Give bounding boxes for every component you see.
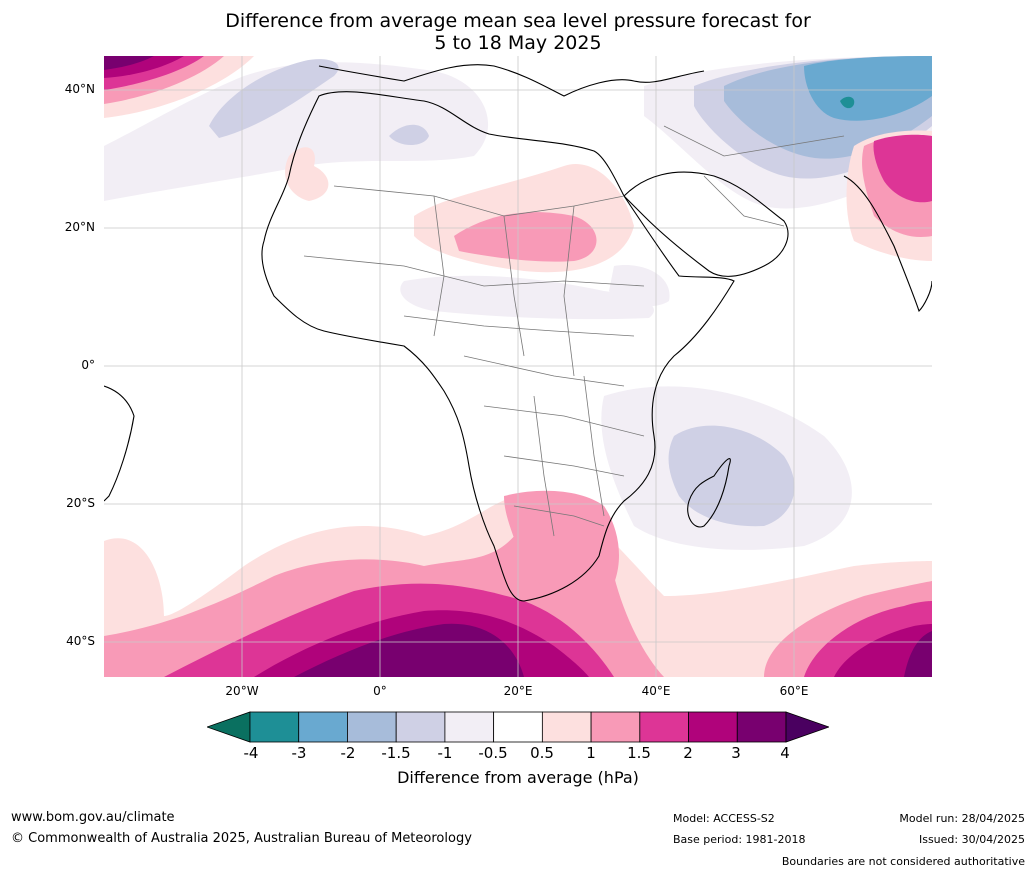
colorbar-tick: 1.5 xyxy=(627,744,651,762)
colorbar-tick: -0.5 xyxy=(478,744,508,762)
anomaly-nw-africa-pink xyxy=(285,147,329,201)
lat-label-20s: 20°S xyxy=(66,496,95,510)
map-canvas xyxy=(104,56,932,677)
europe-coastline xyxy=(318,64,705,97)
lon-label-20e: 20°E xyxy=(503,684,533,698)
lat-label-20n: 20°N xyxy=(64,220,95,234)
footer-copyright: © Commonwealth of Australia 2025, Austra… xyxy=(11,831,472,846)
lon-label-60e: 60°E xyxy=(779,684,809,698)
anomaly-south-purple xyxy=(294,623,524,677)
footer-issued: Issued: 30/04/2025 xyxy=(918,833,1025,846)
anomaly-sahara-pink xyxy=(454,212,597,262)
colorbar-segment xyxy=(590,711,641,743)
colorbar-segment xyxy=(249,711,300,743)
colorbar-tick: 4 xyxy=(780,744,790,762)
colorbar-label: Difference from average (hPa) xyxy=(397,768,639,787)
lat-label-40s: 40°S xyxy=(66,634,95,648)
map-title: Difference from average mean sea level p… xyxy=(104,10,932,54)
country-borders xyxy=(303,125,845,537)
anomaly-mideast-teal xyxy=(840,96,855,109)
pressure-anomaly-map xyxy=(104,56,932,677)
colorbar-segment xyxy=(444,711,495,743)
colorbar-segment xyxy=(688,711,738,743)
colorbar-tick: -1.5 xyxy=(381,744,411,762)
graticule xyxy=(104,56,932,677)
colorbar-segments xyxy=(249,711,787,743)
colorbar-tick: 2 xyxy=(683,744,693,762)
colorbar-segment xyxy=(541,711,592,743)
anomaly-south-africa-pink xyxy=(504,490,619,601)
colorbar-tick: -1 xyxy=(437,744,453,762)
lon-label-20w: 20°W xyxy=(225,684,259,698)
anomaly-mideast-blue xyxy=(804,56,932,121)
anomaly-south-purple-east xyxy=(904,631,932,677)
colorbar-segment xyxy=(298,711,348,743)
lon-label-0: 0° xyxy=(373,684,387,698)
colorbar-under-arrow xyxy=(205,711,251,743)
anomaly-nw-purple xyxy=(104,56,154,70)
anomaly-med-light-blue xyxy=(389,124,429,145)
colorbar-segment xyxy=(395,711,446,743)
colorbar-segment xyxy=(639,711,689,743)
lat-label-40n: 40°N xyxy=(64,82,95,96)
footer-model: Model: ACCESS-S2 xyxy=(673,812,775,825)
madagascar-coastline xyxy=(687,458,731,528)
colorbar-tick: 1 xyxy=(586,744,596,762)
footer-website: www.bom.gov.au/climate xyxy=(11,810,175,825)
anomaly-india-magenta xyxy=(873,134,932,203)
colorbar xyxy=(205,711,831,743)
colorbar-tick: 0.5 xyxy=(530,744,554,762)
colorbar-tick: -3 xyxy=(291,744,307,762)
anomaly-madagascar-light-blue xyxy=(668,425,795,527)
title-line-2: 5 to 18 May 2025 xyxy=(434,32,602,54)
lat-label-equator: 0° xyxy=(81,358,95,372)
lon-label-40e: 40°E xyxy=(641,684,671,698)
colorbar-segment xyxy=(493,711,543,743)
anomaly-atlantic-light-blue xyxy=(209,59,339,138)
colorbar-svg xyxy=(205,711,831,743)
anomaly-sahel-very-light xyxy=(400,275,654,320)
colorbar-tick: -4 xyxy=(243,744,259,762)
footer-base-period: Base period: 1981-2018 xyxy=(673,833,806,846)
africa-coastline xyxy=(261,91,735,602)
colorbar-tick: 3 xyxy=(731,744,741,762)
colorbar-tick: -2 xyxy=(340,744,356,762)
colorbar-segment xyxy=(736,711,787,743)
title-line-1: Difference from average mean sea level p… xyxy=(225,10,811,32)
colorbar-over-arrow xyxy=(785,711,831,743)
footer-disclaimer: Boundaries are not considered authoritat… xyxy=(781,855,1025,868)
footer-model-run: Model run: 28/04/2025 xyxy=(899,812,1025,825)
india-coastline xyxy=(843,175,932,313)
south-america-coastline xyxy=(104,385,135,502)
arabia-coastline xyxy=(623,171,789,277)
colorbar-segment xyxy=(347,711,397,743)
